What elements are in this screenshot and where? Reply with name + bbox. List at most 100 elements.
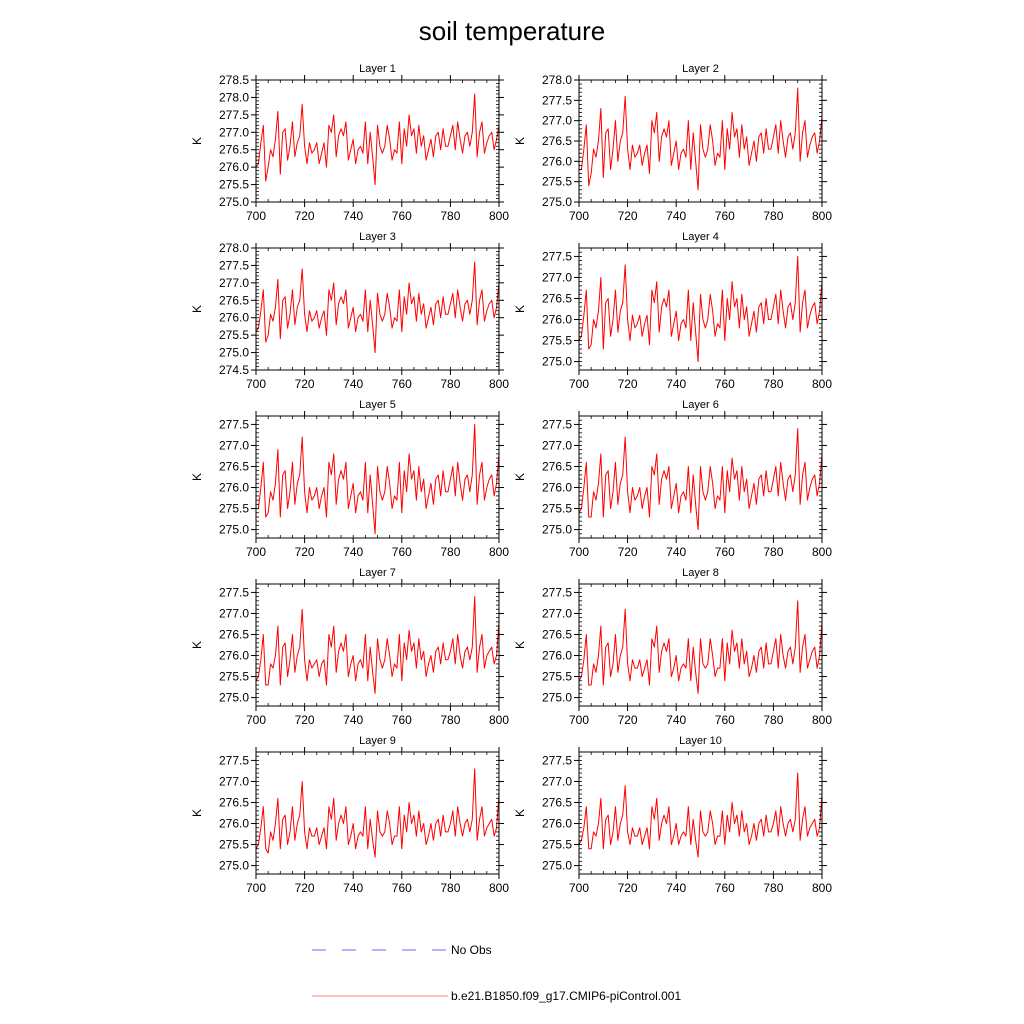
- x-tick-label: 760: [392, 881, 412, 895]
- y-tick-label: 275.5: [542, 670, 572, 684]
- series-line: [578, 600, 823, 694]
- y-tick-label: 277.5: [219, 108, 249, 122]
- x-tick-label: 780: [763, 377, 783, 391]
- x-tick-label: 760: [715, 209, 735, 223]
- x-tick-label: 740: [343, 377, 363, 391]
- series-line: [578, 428, 823, 531]
- chart-panel-10: 700 720 740 760 780 800 275.0 275.5 276.0 276.5 27…: [513, 735, 832, 895]
- panel-title: Layer 9: [359, 735, 396, 747]
- y-tick-label: 277.0: [542, 270, 572, 284]
- panel-title: Layer 8: [682, 567, 719, 579]
- y-tick-label: 278.0: [219, 90, 249, 104]
- series-line: [256, 423, 500, 535]
- y-axis-label: K: [190, 137, 204, 145]
- chart-panel-5: 700 720 740 760 780 800 275.0 275.5 276.0 276.5 27…: [190, 399, 509, 559]
- x-tick-label: 760: [392, 545, 412, 559]
- y-tick-label: 275.0: [219, 859, 249, 873]
- x-tick-label: 800: [489, 209, 509, 223]
- x-tick-label: 720: [618, 209, 638, 223]
- chart-panel-9: 700 720 740 760 780 800 275.0 275.5 276.0 276.5 27…: [190, 735, 509, 895]
- chart-panel-8: 700 720 740 760 780 800 275.0 275.5 276.0 276.5 27…: [513, 567, 832, 727]
- chart-panel-3: 700 720 740 760 780 800 274.5 275.0 275.5 276.0 27…: [190, 231, 509, 391]
- y-tick-label: 275.5: [219, 838, 249, 852]
- chart-panel-1: 700 720 740 760 780 800 275.0 275.5 276.0 276.5 27…: [190, 63, 509, 223]
- y-tick-label: 276.0: [542, 313, 572, 327]
- y-tick-label: 277.0: [542, 114, 572, 128]
- panel-title: Layer 2: [682, 63, 719, 75]
- x-tick-label: 800: [812, 545, 832, 559]
- y-axis-label: K: [190, 473, 204, 481]
- y-tick-label: 276.5: [219, 143, 249, 157]
- y-tick-label: 276.5: [219, 795, 249, 809]
- y-axis-label: K: [513, 809, 527, 817]
- y-tick-label: 277.5: [219, 753, 249, 767]
- y-tick-label: 275.5: [219, 670, 249, 684]
- plot-frame: [255, 247, 500, 371]
- x-tick-label: 740: [666, 209, 686, 223]
- x-tick-label: 740: [343, 881, 363, 895]
- x-tick-label: 740: [343, 713, 363, 727]
- y-tick-label: 276.0: [219, 481, 249, 495]
- y-tick-label: 276.0: [219, 817, 249, 831]
- chart-panel-6: 700 720 740 760 780 800 275.0 275.5 276.0 276.5 27…: [513, 399, 832, 559]
- x-tick-label: 700: [569, 209, 589, 223]
- y-tick-label: 278.0: [542, 73, 572, 87]
- x-tick-label: 700: [569, 713, 589, 727]
- x-tick-label: 700: [246, 209, 266, 223]
- y-tick-label: 276.0: [542, 817, 572, 831]
- x-tick-label: 780: [440, 377, 460, 391]
- y-tick-label: 276.5: [542, 291, 572, 305]
- y-tick-label: 277.0: [219, 438, 249, 452]
- y-tick-label: 276.0: [219, 649, 249, 663]
- y-tick-label: 276.5: [542, 459, 572, 473]
- x-tick-label: 800: [812, 713, 832, 727]
- plot-frame: [255, 79, 500, 203]
- x-tick-label: 700: [246, 881, 266, 895]
- legend-model-label: b.e21.B1850.f09_g17.CMIP6-piControl.001: [451, 989, 681, 1003]
- chart-panel-4: 700 720 740 760 780 800 275.0 275.5 276.0 276.5 27…: [513, 231, 832, 391]
- y-tick-label: 275.5: [219, 502, 249, 516]
- y-tick-label: 274.5: [219, 363, 249, 377]
- x-tick-label: 760: [392, 713, 412, 727]
- y-tick-label: 276.5: [542, 627, 572, 641]
- y-tick-label: 276.0: [542, 649, 572, 663]
- x-tick-label: 780: [440, 545, 460, 559]
- x-tick-label: 720: [295, 377, 315, 391]
- x-tick-label: 760: [715, 545, 735, 559]
- y-tick-label: 275.0: [219, 691, 249, 705]
- y-tick-label: 277.5: [542, 753, 572, 767]
- y-tick-label: 277.0: [219, 606, 249, 620]
- y-axis-label: K: [513, 641, 527, 649]
- chart-panel-7: 700 720 740 760 780 800 275.0 275.5 276.0 276.5 27…: [190, 567, 509, 727]
- series-line: [255, 768, 500, 858]
- x-tick-label: 760: [715, 881, 735, 895]
- x-tick-label: 700: [246, 377, 266, 391]
- x-tick-label: 760: [715, 713, 735, 727]
- y-tick-label: 277.5: [542, 249, 572, 263]
- plot-frame: [578, 79, 823, 203]
- x-tick-label: 780: [763, 881, 783, 895]
- series-line: [579, 87, 823, 191]
- y-tick-label: 275.5: [542, 175, 572, 189]
- y-axis-label: K: [190, 641, 204, 649]
- x-tick-label: 760: [715, 377, 735, 391]
- x-tick-label: 720: [618, 713, 638, 727]
- y-tick-label: 275.0: [542, 523, 572, 537]
- x-tick-label: 780: [440, 713, 460, 727]
- y-tick-label: 275.0: [219, 195, 249, 209]
- y-tick-label: 276.5: [219, 627, 249, 641]
- y-tick-label: 276.0: [219, 311, 249, 325]
- y-tick-label: 275.5: [542, 502, 572, 516]
- x-tick-label: 800: [489, 377, 509, 391]
- x-tick-label: 700: [246, 545, 266, 559]
- y-tick-label: 275.0: [542, 195, 572, 209]
- y-tick-label: 276.0: [542, 154, 572, 168]
- x-tick-label: 780: [440, 209, 460, 223]
- y-tick-label: 277.0: [219, 276, 249, 290]
- x-tick-label: 740: [666, 881, 686, 895]
- panel-title: Layer 6: [682, 399, 719, 411]
- panel-grid: 700 720 740 760 780 800 275.0 275.5 276.0 276.5 27…: [190, 63, 832, 895]
- x-tick-label: 720: [295, 209, 315, 223]
- y-tick-label: 277.0: [542, 438, 572, 452]
